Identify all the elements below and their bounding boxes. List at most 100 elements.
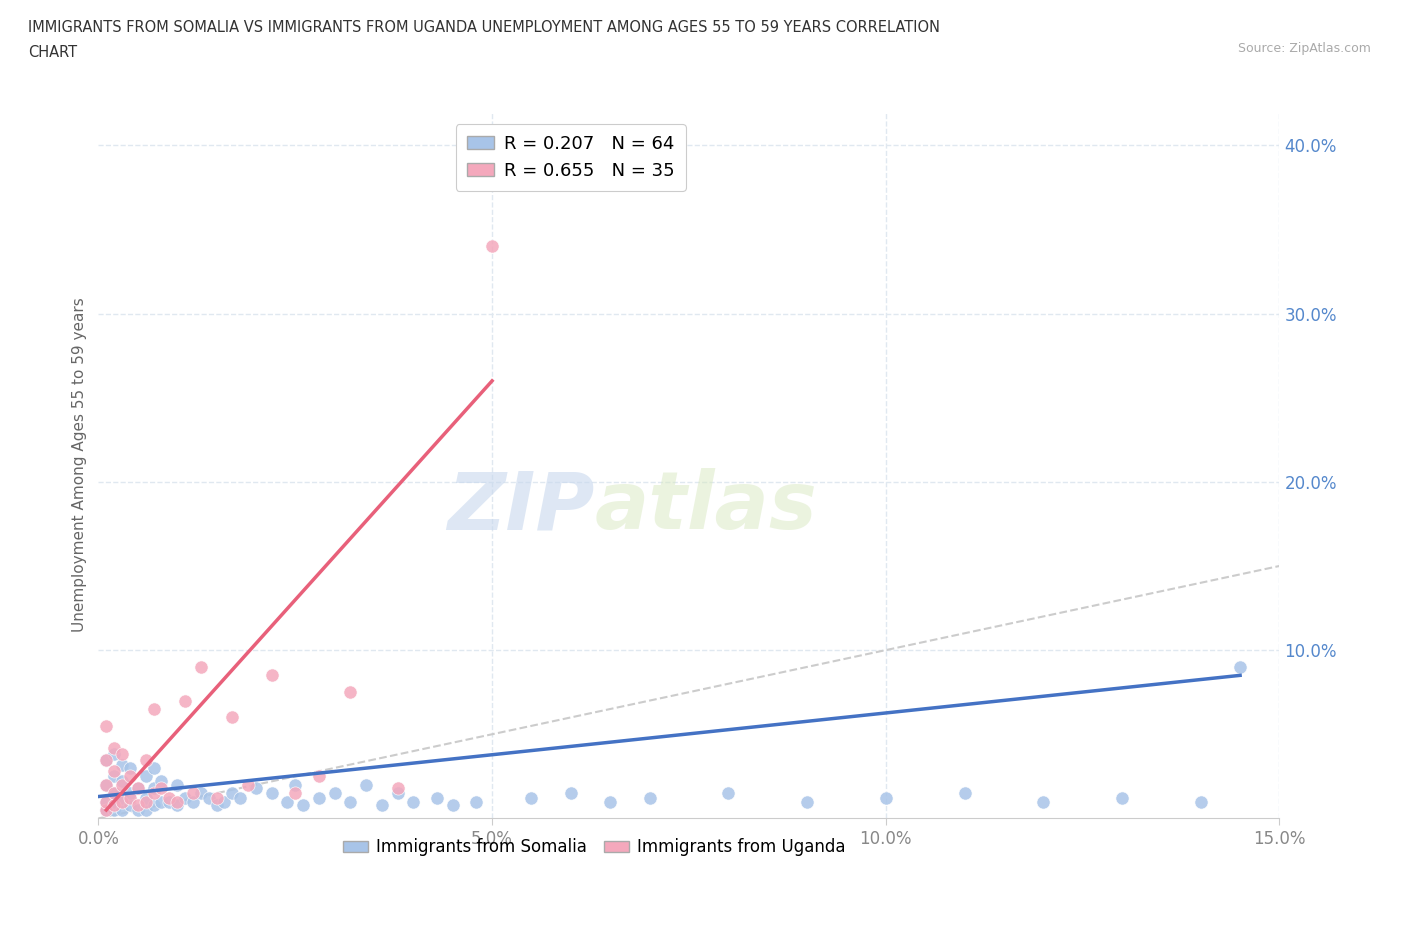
- Point: [339, 794, 361, 809]
- Point: [284, 786, 307, 801]
- Point: [103, 740, 125, 755]
- Point: [402, 794, 425, 809]
- Point: [103, 798, 125, 813]
- Point: [103, 786, 125, 801]
- Point: [118, 798, 141, 813]
- Point: [276, 794, 298, 809]
- Point: [111, 790, 134, 805]
- Point: [118, 769, 141, 784]
- Point: [142, 786, 165, 801]
- Text: CHART: CHART: [28, 45, 77, 60]
- Y-axis label: Unemployment Among Ages 55 to 59 years: Unemployment Among Ages 55 to 59 years: [72, 298, 87, 632]
- Point: [181, 794, 204, 809]
- Point: [135, 769, 157, 784]
- Point: [96, 803, 118, 817]
- Point: [638, 790, 661, 805]
- Point: [1189, 794, 1212, 809]
- Point: [260, 786, 283, 801]
- Point: [127, 780, 149, 795]
- Text: IMMIGRANTS FROM SOMALIA VS IMMIGRANTS FROM UGANDA UNEMPLOYMENT AMONG AGES 55 TO : IMMIGRANTS FROM SOMALIA VS IMMIGRANTS FR…: [28, 20, 941, 35]
- Point: [142, 780, 165, 795]
- Point: [150, 780, 173, 795]
- Point: [260, 668, 283, 683]
- Text: ZIP: ZIP: [447, 469, 595, 547]
- Point: [190, 659, 212, 674]
- Point: [441, 798, 464, 813]
- Point: [284, 777, 307, 792]
- Point: [103, 794, 125, 809]
- Point: [111, 774, 134, 789]
- Point: [103, 769, 125, 784]
- Point: [387, 780, 409, 795]
- Point: [214, 794, 236, 809]
- Point: [796, 794, 818, 809]
- Point: [103, 803, 125, 817]
- Point: [1032, 794, 1054, 809]
- Point: [103, 747, 125, 762]
- Point: [221, 710, 243, 724]
- Point: [127, 798, 149, 813]
- Point: [96, 777, 118, 792]
- Point: [205, 798, 228, 813]
- Point: [166, 794, 188, 809]
- Point: [292, 798, 315, 813]
- Point: [190, 786, 212, 801]
- Point: [96, 803, 118, 817]
- Point: [560, 786, 582, 801]
- Point: [481, 239, 503, 254]
- Point: [118, 786, 141, 801]
- Point: [875, 790, 897, 805]
- Point: [174, 790, 197, 805]
- Point: [150, 794, 173, 809]
- Legend: Immigrants from Somalia, Immigrants from Uganda: Immigrants from Somalia, Immigrants from…: [336, 831, 852, 863]
- Point: [354, 777, 377, 792]
- Text: atlas: atlas: [595, 469, 817, 547]
- Point: [229, 790, 252, 805]
- Point: [111, 803, 134, 817]
- Point: [166, 798, 188, 813]
- Point: [111, 794, 134, 809]
- Point: [118, 761, 141, 776]
- Point: [96, 718, 118, 733]
- Point: [111, 747, 134, 762]
- Point: [717, 786, 740, 801]
- Point: [205, 790, 228, 805]
- Point: [96, 752, 118, 767]
- Point: [166, 777, 188, 792]
- Point: [1229, 659, 1251, 674]
- Point: [157, 794, 180, 809]
- Point: [323, 786, 346, 801]
- Point: [236, 777, 259, 792]
- Point: [118, 790, 141, 805]
- Point: [174, 693, 197, 708]
- Point: [157, 790, 180, 805]
- Text: Source: ZipAtlas.com: Source: ZipAtlas.com: [1237, 42, 1371, 55]
- Point: [127, 780, 149, 795]
- Point: [150, 774, 173, 789]
- Point: [135, 803, 157, 817]
- Point: [96, 794, 118, 809]
- Point: [96, 752, 118, 767]
- Point: [142, 798, 165, 813]
- Point: [221, 786, 243, 801]
- Point: [308, 769, 330, 784]
- Point: [181, 786, 204, 801]
- Point: [135, 790, 157, 805]
- Point: [103, 786, 125, 801]
- Point: [371, 798, 394, 813]
- Point: [245, 780, 267, 795]
- Point: [953, 786, 976, 801]
- Point: [103, 764, 125, 778]
- Point: [96, 777, 118, 792]
- Point: [142, 701, 165, 716]
- Point: [339, 684, 361, 699]
- Point: [135, 794, 157, 809]
- Point: [387, 786, 409, 801]
- Point: [197, 790, 219, 805]
- Point: [111, 777, 134, 792]
- Point: [426, 790, 449, 805]
- Point: [520, 790, 543, 805]
- Point: [1111, 790, 1133, 805]
- Point: [142, 761, 165, 776]
- Point: [465, 794, 488, 809]
